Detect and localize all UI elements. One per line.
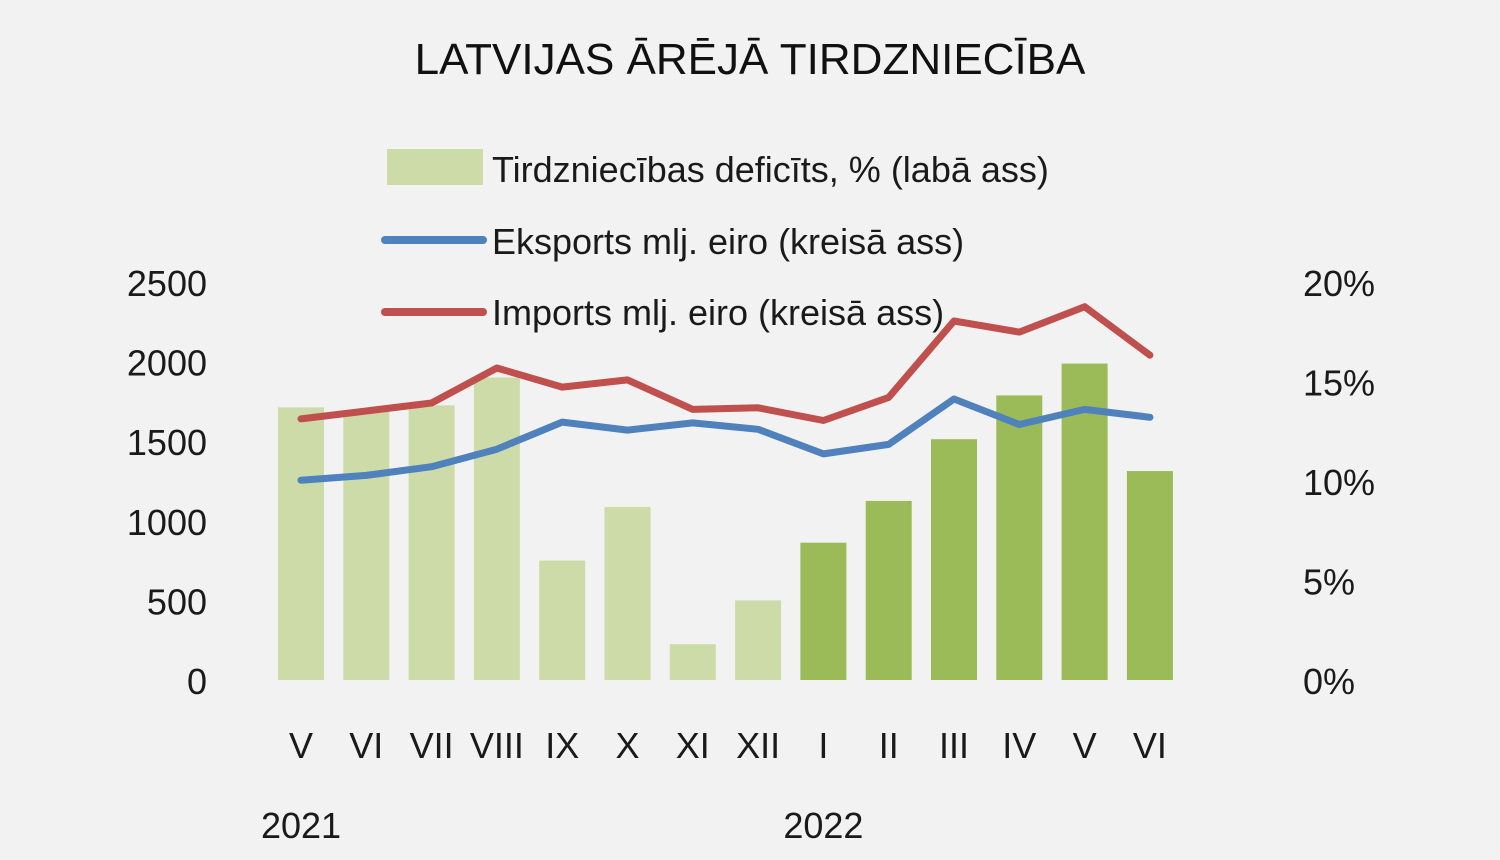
chart-title: LATVIJAS ĀRĒJĀ TIRDZNIECĪBA (415, 35, 1086, 84)
year-label: 2022 (783, 805, 863, 846)
left-tick-label: 1500 (127, 422, 207, 463)
bar-deficit-5 (604, 506, 651, 680)
bar-deficit-13 (1126, 471, 1173, 680)
x-tick-label: VI (1133, 725, 1167, 766)
line-import (297, 303, 1154, 424)
bar-deficit-6 (669, 644, 716, 680)
legend-label-export: Eksports mlj. eiro (kreisā ass) (492, 221, 964, 262)
bar-deficit-1 (343, 411, 390, 680)
right-axis: 0% 5% 10% 15% 20% (1303, 263, 1375, 702)
year-labels: 2021 2022 (261, 805, 863, 846)
legend-label-import: Imports mlj. eiro (kreisā ass) (492, 292, 944, 333)
x-tick-label: III (939, 725, 969, 766)
legend: Tirdzniecības deficīts, % (labā ass) Eks… (381, 149, 1049, 333)
right-tick-label: 5% (1303, 562, 1355, 603)
line-export (297, 395, 1154, 484)
x-tick-label: VI (349, 725, 383, 766)
x-tick-label: VII (410, 725, 454, 766)
line-series (297, 303, 1154, 484)
x-axis: V VI VII VIII IX X XI XII I II III IV V VI (289, 725, 1167, 766)
left-tick-label: 2500 (127, 263, 207, 304)
right-tick-label: 10% (1303, 462, 1375, 503)
left-tick-label: 500 (147, 581, 207, 622)
left-tick-label: 0 (187, 661, 207, 702)
left-tick-label: 2000 (127, 343, 207, 384)
legend-swatch-deficit (387, 149, 483, 185)
x-tick-label: VIII (470, 725, 524, 766)
right-tick-label: 0% (1303, 661, 1355, 702)
x-tick-label: I (818, 725, 828, 766)
x-tick-label: XII (736, 725, 780, 766)
bar-deficit-10 (931, 439, 977, 680)
left-axis: 0 500 1000 1500 2000 2500 (127, 263, 207, 702)
right-tick-label: 20% (1303, 263, 1375, 304)
x-tick-label: V (289, 725, 313, 766)
bar-deficit-11 (996, 395, 1043, 680)
x-tick-label: II (879, 725, 899, 766)
legend-label-deficit: Tirdzniecības deficīts, % (labā ass) (492, 149, 1049, 190)
left-tick-label: 1000 (127, 502, 207, 543)
x-tick-label: IX (545, 725, 579, 766)
x-tick-label: X (615, 725, 639, 766)
bar-deficit-2 (408, 405, 455, 680)
bar-deficit-0 (278, 407, 324, 680)
x-tick-label: XI (676, 725, 710, 766)
bar-deficit-7 (735, 600, 782, 680)
bar-deficit-9 (865, 500, 912, 680)
bar-deficit-3 (473, 377, 520, 680)
bar-deficit-8 (800, 542, 847, 680)
x-tick-label: V (1073, 725, 1097, 766)
bar-deficit-4 (539, 560, 586, 680)
bar-series (278, 363, 1173, 680)
year-label: 2021 (261, 805, 341, 846)
right-tick-label: 15% (1303, 363, 1375, 404)
x-tick-label: IV (1002, 725, 1036, 766)
